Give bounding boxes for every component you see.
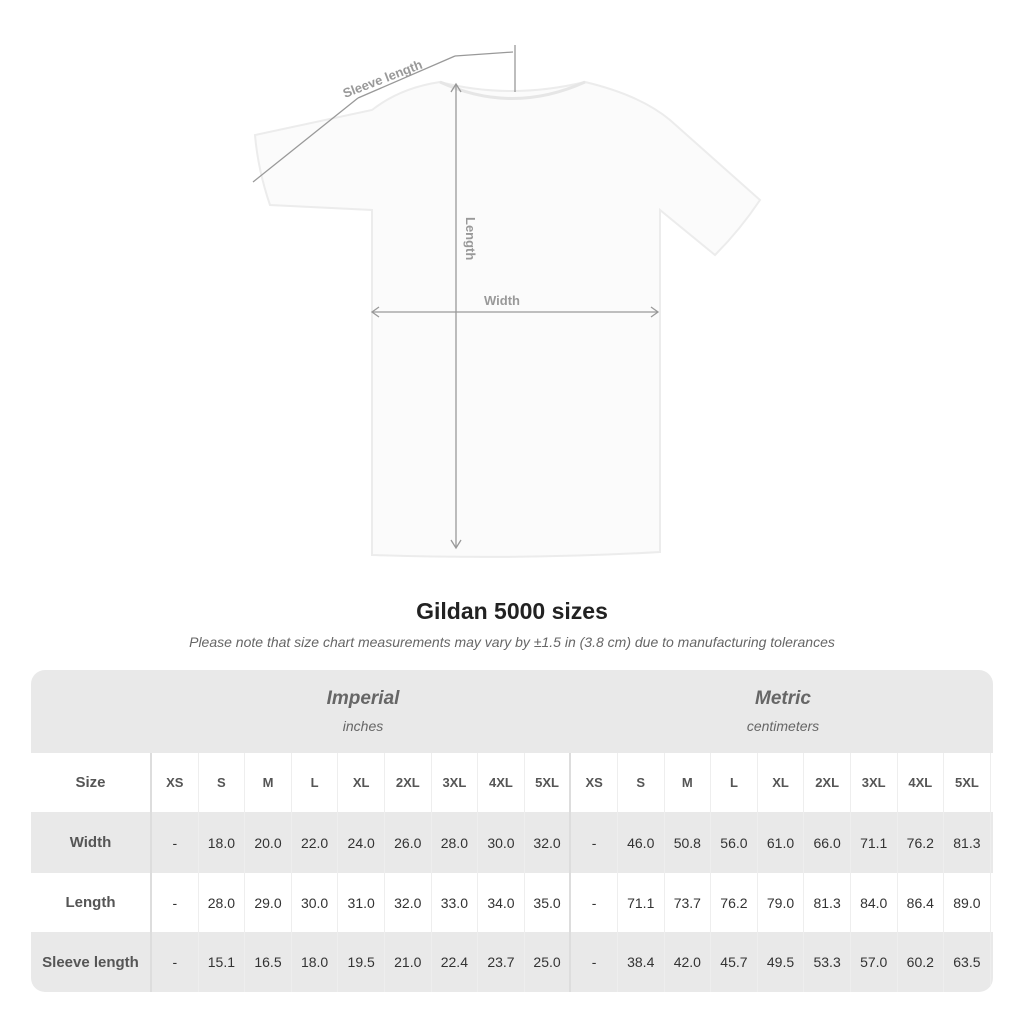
metric-value-cell: 49.5 <box>758 932 805 992</box>
table-row: Length -28.0 29.0 30.0 31.0 32.0 33.0 34.0 35.0-… <box>31 873 993 932</box>
length-label: Length <box>463 217 478 260</box>
metric-value-cell: - <box>571 812 618 873</box>
size-header-label: Size <box>31 753 152 812</box>
imperial-value-cell: 25.0 <box>525 932 572 992</box>
imperial-value-cell: 18.0 <box>199 812 246 873</box>
imperial-value-cell: 20.0 <box>245 812 292 873</box>
imperial-value-cell: - <box>152 812 199 873</box>
imperial-value-cell: 31.0 <box>338 873 385 932</box>
size-header-metric: XS <box>571 753 618 812</box>
table-row: Sleeve length -15.1 16.5 18.0 19.5 21.0 22.4 23… <box>31 932 993 992</box>
metric-value-cell: 42.0 <box>665 932 712 992</box>
imperial-value-cell: 30.0 <box>478 812 525 873</box>
size-header-metric: 5XL <box>944 753 991 812</box>
imperial-value-cell: 32.0 <box>525 812 572 873</box>
metric-value-cell: 86.4 <box>898 873 945 932</box>
size-header-imperial: 5XL <box>525 753 572 812</box>
imperial-header: Imperial inches <box>153 688 573 734</box>
imperial-value-cell: 28.0 <box>432 812 479 873</box>
imperial-value-cell: 34.0 <box>478 873 525 932</box>
size-header-imperial: 3XL <box>432 753 479 812</box>
imperial-value-cell: 26.0 <box>385 812 432 873</box>
size-header-imperial: XL <box>338 753 385 812</box>
metric-value-cell: 81.3 <box>944 812 991 873</box>
metric-value-cell: 71.1 <box>851 812 898 873</box>
tshirt-diagram: Sleeve length Length Width <box>252 45 762 558</box>
metric-value-cell: 76.2 <box>711 873 758 932</box>
size-header-metric: 3XL <box>851 753 898 812</box>
imperial-value-cell: 32.0 <box>385 873 432 932</box>
size-header-imperial: S <box>199 753 246 812</box>
imperial-value-cell: 30.0 <box>292 873 339 932</box>
metric-value-cell: 38.4 <box>618 932 665 992</box>
size-header-metric: M <box>665 753 712 812</box>
size-header-metric: 2XL <box>804 753 851 812</box>
imperial-value-cell: 22.4 <box>432 932 479 992</box>
metric-value-cell: 73.7 <box>665 873 712 932</box>
size-header-imperial: 4XL <box>478 753 525 812</box>
sleeve-measure-line <box>252 97 359 183</box>
metric-title: Metric <box>755 688 811 709</box>
metric-unit: centimeters <box>746 718 820 734</box>
metric-value-cell: 57.0 <box>851 932 898 992</box>
metric-value-cell: 84.0 <box>851 873 898 932</box>
size-table: Imperial inches Metric centimeters Size X… <box>31 670 993 992</box>
imperial-value-cell: 24.0 <box>338 812 385 873</box>
size-header-imperial: L <box>292 753 339 812</box>
metric-value-cell: 50.8 <box>665 812 712 873</box>
metric-value-cell: 61.0 <box>758 812 805 873</box>
size-header-imperial: XS <box>152 753 199 812</box>
metric-value-cell: 66.0 <box>804 812 851 873</box>
imperial-title: Imperial <box>326 688 400 709</box>
metric-value-cell: 53.3 <box>804 932 851 992</box>
imperial-value-cell: 16.5 <box>245 932 292 992</box>
metric-value-cell: - <box>571 932 618 992</box>
imperial-value-cell: 29.0 <box>245 873 292 932</box>
metric-value-cell: - <box>571 873 618 932</box>
width-label: Width <box>484 293 520 308</box>
size-header-metric: L <box>711 753 758 812</box>
imperial-value-cell: 35.0 <box>525 873 572 932</box>
row-label: Length <box>31 873 152 932</box>
metric-header: Metric centimeters <box>573 688 993 734</box>
imperial-value-cell: 33.0 <box>432 873 479 932</box>
imperial-value-cell: 23.7 <box>478 932 525 992</box>
imperial-value-cell: 22.0 <box>292 812 339 873</box>
metric-value-cell: 45.7 <box>711 932 758 992</box>
size-header-metric: XL <box>758 753 805 812</box>
row-label: Width <box>31 812 152 873</box>
imperial-value-cell: - <box>152 873 199 932</box>
metric-value-cell: 71.1 <box>618 873 665 932</box>
tshirt-shape <box>253 80 762 558</box>
size-header-imperial: 2XL <box>385 753 432 812</box>
imperial-unit: inches <box>342 718 384 734</box>
size-header-metric: 4XL <box>898 753 945 812</box>
page-title: Gildan 5000 sizes <box>416 598 608 624</box>
tolerance-note: Please note that size chart measurements… <box>189 634 835 650</box>
imperial-value-cell: 21.0 <box>385 932 432 992</box>
size-header-row: Size XS S M L XL 2XL 3XL 4XL 5XL XS S M L XL 2XL 3XL 4XL 5… <box>31 753 993 812</box>
metric-value-cell: 76.2 <box>898 812 945 873</box>
metric-value-cell: 56.0 <box>711 812 758 873</box>
size-header-imperial: M <box>245 753 292 812</box>
imperial-value-cell: 19.5 <box>338 932 385 992</box>
imperial-value-cell: 15.1 <box>199 932 246 992</box>
metric-value-cell: 79.0 <box>758 873 805 932</box>
table-row: Width -18.0 20.0 22.0 24.0 26.0 28.0 30.0 32.0-4… <box>31 812 993 873</box>
metric-value-cell: 46.0 <box>618 812 665 873</box>
metric-value-cell: 89.0 <box>944 873 991 932</box>
imperial-value-cell: 18.0 <box>292 932 339 992</box>
metric-value-cell: 63.5 <box>944 932 991 992</box>
metric-value-cell: 81.3 <box>804 873 851 932</box>
unit-header-band <box>31 670 993 753</box>
imperial-value-cell: 28.0 <box>199 873 246 932</box>
row-label: Sleeve length <box>31 932 152 992</box>
imperial-value-cell: - <box>152 932 199 992</box>
metric-value-cell: 60.2 <box>898 932 945 992</box>
size-header-metric: S <box>618 753 665 812</box>
